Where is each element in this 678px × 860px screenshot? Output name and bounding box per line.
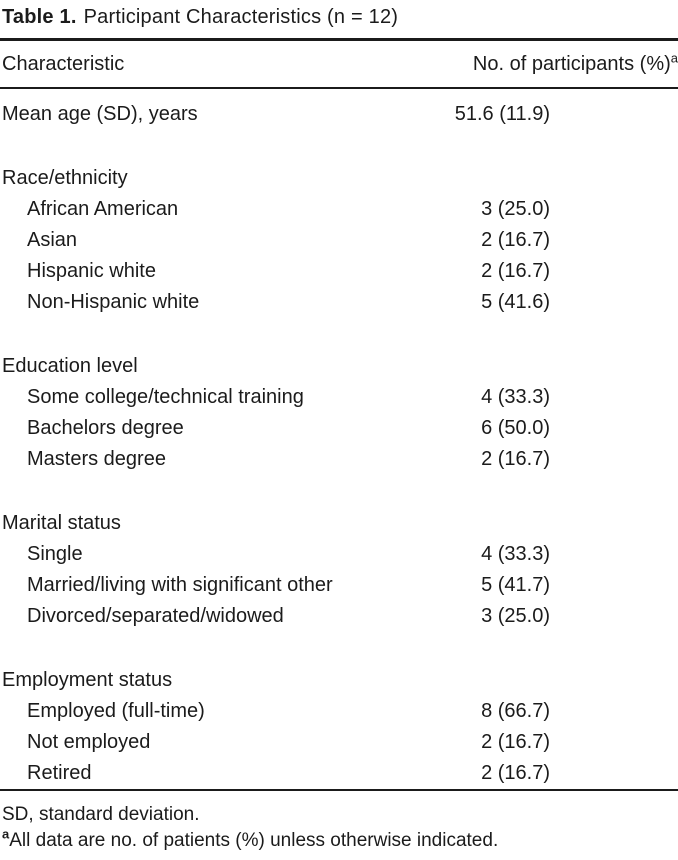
row-value: 2 (16.7) (481, 731, 550, 753)
row-value: 2 (16.7) (481, 229, 550, 251)
section-race-ethnicity: Race/ethnicity African American 3 (25.0)… (0, 163, 678, 318)
row-label: Asian (27, 229, 78, 251)
section-marital-status: Marital status Single 4 (33.3) Married/l… (0, 508, 678, 632)
table-row: Married/living with significant other 5 … (0, 570, 678, 601)
row-label: Married/living with significant other (27, 574, 333, 596)
row-value: 8 (66.7) (481, 700, 550, 722)
table-row: Asian 2 (16.7) (0, 225, 678, 256)
section-header-row: Marital status (0, 508, 678, 539)
section-header-label: Education level (2, 355, 138, 377)
top-rule (0, 38, 678, 41)
section-header-row: Race/ethnicity (0, 163, 678, 194)
section-header-row: Employment status (0, 665, 678, 696)
header-rule (0, 87, 678, 89)
section-header-row: Education level (0, 351, 678, 382)
row-value: 4 (33.3) (481, 386, 550, 408)
row-label: Not employed (27, 731, 151, 753)
table-row: Retired 2 (16.7) (0, 758, 678, 789)
row-value: 6 (50.0) (481, 417, 550, 439)
table-row: Mean age (SD), years 51.6 (11.9) (0, 99, 678, 130)
row-label: Retired (27, 762, 92, 784)
footnote-text: All data are no. of patients (%) unless … (9, 830, 499, 851)
header-footnote-marker: a (670, 49, 678, 65)
row-value: 51.6 (11.9) (454, 103, 550, 125)
row-value: 3 (25.0) (481, 198, 550, 220)
section-header-label: Marital status (2, 512, 121, 534)
row-value: 5 (41.7) (481, 574, 550, 596)
table-body: Mean age (SD), years 51.6 (11.9) Race/et… (0, 89, 678, 789)
section-age: Mean age (SD), years 51.6 (11.9) (0, 99, 678, 130)
table-row: Non-Hispanic white 5 (41.6) (0, 287, 678, 318)
row-value: 2 (16.7) (481, 260, 550, 282)
header-participants-text: No. of participants (%) (472, 52, 671, 75)
row-value: 3 (25.0) (481, 605, 550, 627)
row-label: Bachelors degree (27, 417, 184, 439)
row-value: 5 (41.6) (481, 291, 550, 313)
table-title-text: Participant Characteristics (n = 12) (83, 6, 399, 28)
table-row: African American 3 (25.0) (0, 194, 678, 225)
row-value: 4 (33.3) (481, 543, 550, 565)
table-row: Some college/technical training 4 (33.3) (0, 382, 678, 413)
table-footnotes: SD, standard deviation. aAll data are no… (0, 791, 678, 854)
row-label: Divorced/separated/widowed (27, 605, 284, 627)
section-header-label: Race/ethnicity (2, 167, 128, 189)
table-row: Bachelors degree 6 (50.0) (0, 413, 678, 444)
table-title: Table 1. Participant Characteristics (n =… (0, 0, 678, 29)
section-employment-status: Employment status Employed (full-time) 8… (0, 665, 678, 789)
row-label: Mean age (SD), years (2, 103, 198, 125)
row-label: Single (27, 543, 83, 565)
row-label: Non-Hispanic white (27, 291, 200, 313)
table-number-label: Table 1. (2, 6, 77, 28)
table-row: Masters degree 2 (16.7) (0, 444, 678, 475)
row-label: African American (27, 198, 179, 220)
section-education-level: Education level Some college/technical t… (0, 351, 678, 475)
table-row: Employed (full-time) 8 (66.7) (0, 696, 678, 727)
footnote-text: SD, standard deviation. (2, 804, 200, 825)
bottom-rule (0, 789, 678, 791)
header-participants: No. of participants (%)a (472, 49, 678, 76)
footnote-a: aAll data are no. of patients (%) unless… (2, 828, 678, 854)
table-row: Single 4 (33.3) (0, 539, 678, 570)
row-label: Employed (full-time) (27, 700, 205, 722)
header-characteristic: Characteristic (2, 52, 125, 75)
table-row: Divorced/separated/widowed 3 (25.0) (0, 601, 678, 632)
footnote-marker: a (2, 826, 10, 842)
table-row: Not employed 2 (16.7) (0, 727, 678, 758)
table-row: Hispanic white 2 (16.7) (0, 256, 678, 287)
row-value: 2 (16.7) (481, 762, 550, 784)
section-header-label: Employment status (2, 669, 173, 691)
footnote-sd: SD, standard deviation. (2, 802, 678, 828)
row-value: 2 (16.7) (481, 448, 550, 470)
row-label: Masters degree (27, 448, 166, 470)
row-label: Hispanic white (27, 260, 156, 282)
table-header-row: Characteristic No. of participants (%)a (0, 41, 678, 87)
row-label: Some college/technical training (27, 386, 304, 408)
